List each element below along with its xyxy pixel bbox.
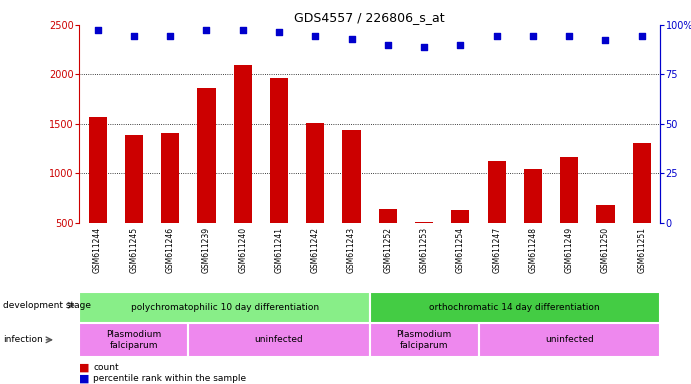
Text: GSM611253: GSM611253 [419,227,428,273]
Text: uninfected: uninfected [254,335,303,344]
Text: GSM611240: GSM611240 [238,227,247,273]
Bar [478,323,660,357]
Text: GSM611244: GSM611244 [93,227,102,273]
Point [600,37,611,43]
Point [636,33,647,39]
Point [455,42,466,48]
Text: Plasmodium
falciparum: Plasmodium falciparum [106,330,162,349]
Bar [79,323,188,357]
Bar [88,117,106,223]
Text: GSM611248: GSM611248 [529,227,538,273]
Bar [560,157,578,223]
Bar [188,323,370,357]
Point [92,27,103,33]
Text: GSM611242: GSM611242 [311,227,320,273]
Bar [633,142,651,223]
Bar [415,222,433,223]
Text: GSM611243: GSM611243 [347,227,356,273]
Text: development stage: development stage [3,301,91,310]
Text: ■: ■ [79,373,90,383]
Bar [488,161,506,223]
Text: uninfected: uninfected [545,335,594,344]
Text: ■: ■ [79,363,90,373]
Text: GSM611246: GSM611246 [166,227,175,273]
Bar [125,135,143,223]
Bar [524,169,542,223]
Text: GSM611247: GSM611247 [492,227,501,273]
Point [310,33,321,39]
Text: Plasmodium
falciparum: Plasmodium falciparum [397,330,452,349]
Bar [161,133,179,223]
Bar [370,292,660,323]
Bar [198,88,216,223]
Point [237,27,248,33]
Point [491,33,502,39]
Bar [343,130,361,223]
Bar [596,205,614,223]
Bar [306,123,324,223]
Point [419,44,430,50]
Text: GSM611251: GSM611251 [637,227,646,273]
Text: GSM611249: GSM611249 [565,227,574,273]
Text: GSM611250: GSM611250 [601,227,610,273]
Text: GSM611241: GSM611241 [274,227,283,273]
Title: GDS4557 / 226806_s_at: GDS4557 / 226806_s_at [294,11,445,24]
Text: GSM611245: GSM611245 [129,227,138,273]
Bar [451,210,469,223]
Bar [370,323,478,357]
Text: percentile rank within the sample: percentile rank within the sample [93,374,247,383]
Point [274,29,285,35]
Text: count: count [93,363,119,372]
Text: orthochromatic 14 day differentiation: orthochromatic 14 day differentiation [430,303,600,312]
Point [564,33,575,39]
Point [382,42,393,48]
Point [164,33,176,39]
Bar [379,209,397,223]
Point [527,33,538,39]
Point [201,27,212,33]
Text: infection: infection [3,335,44,344]
Text: polychromatophilic 10 day differentiation: polychromatophilic 10 day differentiatio… [131,303,319,312]
Bar [79,292,370,323]
Text: GSM611239: GSM611239 [202,227,211,273]
Bar [270,78,288,223]
Point [129,33,140,39]
Point [346,36,357,42]
Bar [234,65,252,223]
Text: GSM611252: GSM611252 [384,227,392,273]
Text: GSM611254: GSM611254 [456,227,465,273]
